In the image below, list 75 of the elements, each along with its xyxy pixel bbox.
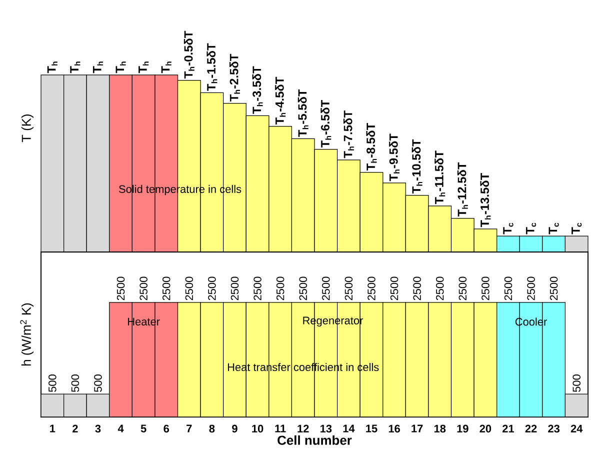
annotation: T$_{h}$ [116,62,126,74]
annotation: T$_{h}$ [47,62,58,74]
annotation: T$_{h}$-13.5δT [480,172,491,228]
x-tick-label: 8 [209,424,215,433]
data-label: 2500 [254,276,262,300]
x-tick-label: 12 [298,424,309,432]
data-label: 2500 [436,276,444,300]
annotation: T$_{h}$-2.5δT [230,54,240,102]
x-tick-label: 6 [164,424,170,433]
x-tick-label: 11 [275,424,286,432]
x-tick-label: 9 [232,424,238,433]
annotation: T$_{h}$-10.5δT [412,139,422,194]
data-label: 2500 [482,276,490,300]
annotation: T$_{h}$-12.5δT [457,162,468,217]
data-label: 2500 [458,276,467,300]
data-label: 2500 [208,276,216,300]
x-tick-label: 13 [320,424,332,433]
annotation: T$_{h}$ [161,62,172,74]
annotation: T$_{h}$ [70,62,80,74]
x-tick-label: 19 [457,424,468,433]
data-label: 2500 [504,276,512,300]
x-tick-label: 5 [140,424,146,432]
y-axis-title: h (W/m$^{2}$ K) [20,303,34,366]
annotation: T$_{h}$ [92,62,103,74]
data-label: 2500 [368,276,376,300]
x-tick-label: 20 [480,424,492,433]
x-tick-label: 21 [502,424,514,432]
annotation: T$_{h}$-5.5δT [298,89,308,137]
data-label: 2500 [276,276,284,300]
annotation: T$_{h}$-0.5δT [184,30,194,78]
annotation: T$_{h}$-6.5δT [320,100,332,148]
data-label: 2500 [527,276,535,300]
y-axis-title: T (K) [21,114,34,142]
data-label: 2500 [185,276,194,300]
x-tick-label: 4 [118,424,124,432]
annotation: T$_{h}$-11.5δT [434,150,446,204]
data-label: 2500 [140,276,148,300]
data-label: 2500 [344,276,353,300]
data-label: 2500 [550,276,558,300]
data-label: 2500 [413,276,421,300]
x-tick-label: 3 [95,424,101,433]
x-tick-label: 22 [525,424,537,432]
data-label: 500 [94,374,102,392]
data-label: 2500 [299,276,307,300]
x-tick-label: 15 [366,424,378,432]
annotation: T$_{c}$ [526,222,536,234]
annotation: T$_{c}$ [548,222,559,234]
annotation: T$_{h}$ [138,62,149,74]
annotation: T$_{c}$ [503,222,514,234]
x-tick-label: 17 [412,424,423,432]
data-label: 500 [48,374,56,392]
data-label: 2500 [116,276,125,300]
data-label: 500 [71,374,80,392]
data-label: 500 [572,374,580,392]
x-tick-label: 14 [343,424,355,432]
x-tick-label: 7 [186,424,192,432]
x-axis-title: Cell number [278,435,352,445]
data-label: 2500 [322,276,330,300]
annotation: T$_{h}$-4.5δT [275,76,286,124]
x-tick-label: 18 [434,424,446,433]
annotation: T$_{h}$-9.5δT [389,134,400,182]
annotation: T$_{h}$-1.5δT [206,43,218,91]
annotation: T$_{c}$ [572,222,582,234]
annotation: T$_{h}$-7.5δT [343,110,354,158]
x-tick-label: 10 [252,424,264,433]
annotation: T$_{h}$-8.5δT [366,122,377,170]
x-tick-label: 16 [388,424,400,433]
x-tick-label: 2 [72,424,78,432]
data-label: 2500 [390,276,398,300]
x-tick-label: 24 [570,424,583,432]
data-label: 2500 [162,276,170,300]
x-tick-label: 1 [50,424,56,432]
data-label: 2500 [230,276,239,300]
x-tick-label: 23 [548,424,560,433]
annotation: T$_{h}$-3.5δT [252,66,263,114]
